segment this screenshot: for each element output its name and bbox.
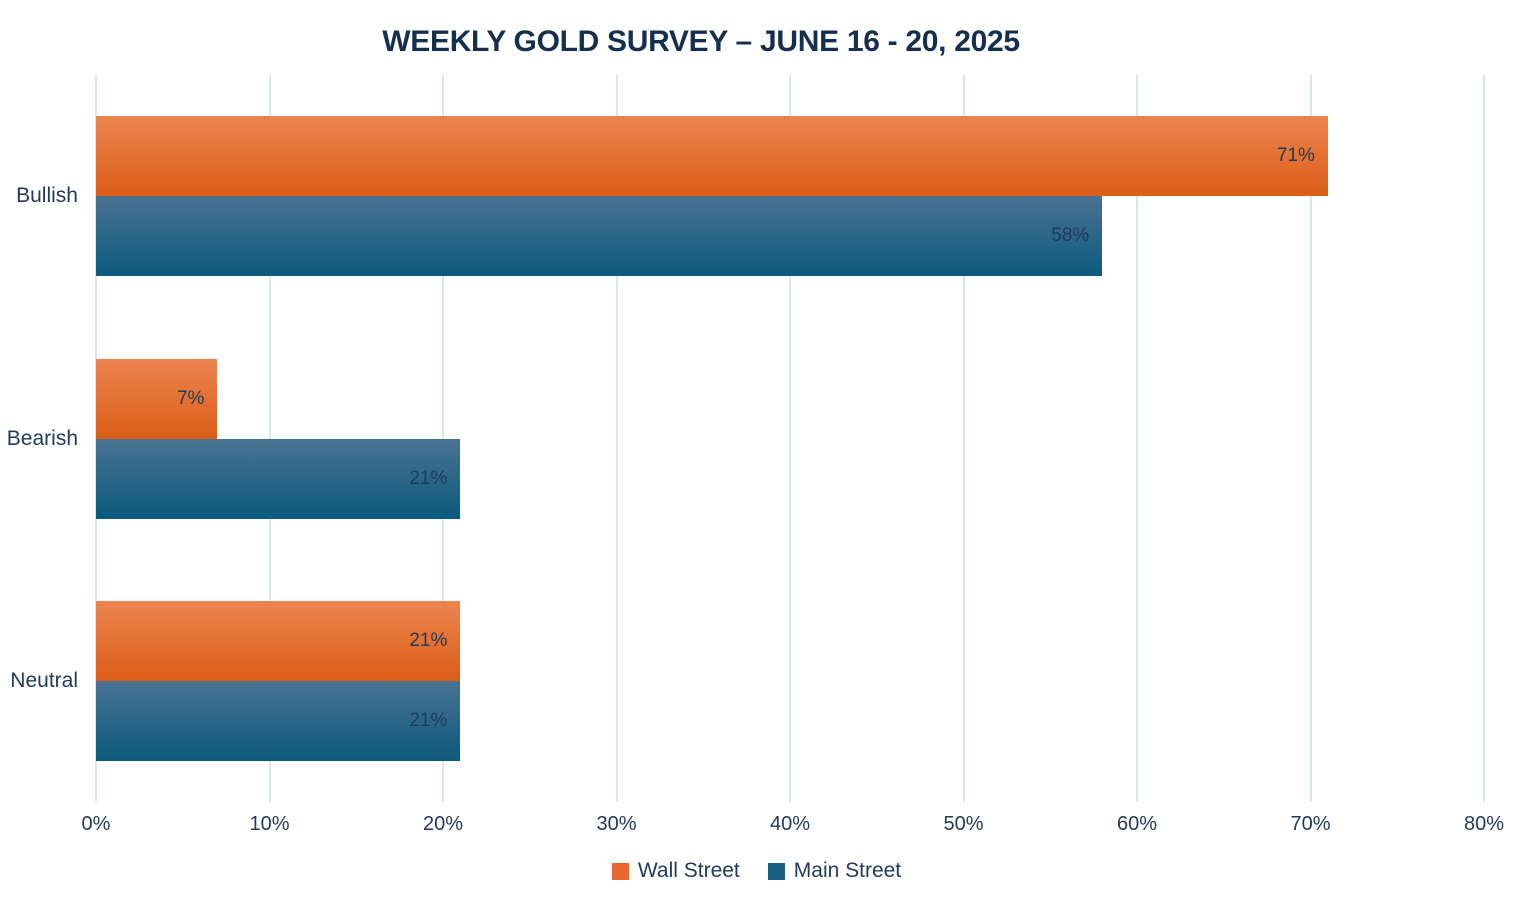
- gridline-40: [789, 75, 791, 802]
- gridline-60: [1136, 75, 1138, 802]
- gridline-50: [962, 75, 965, 802]
- bar-wall-street-neutral: 21%: [96, 600, 461, 681]
- y-axis-label-neutral: Neutral: [10, 668, 78, 692]
- bar-wall-street-bullish: 71%: [96, 116, 1328, 197]
- bar-main-street-bearish: 21%: [96, 438, 461, 519]
- bar-value-label: 21%: [409, 467, 448, 489]
- x-axis-tick-30: 30%: [596, 813, 637, 835]
- x-axis-tick-40: 40%: [769, 813, 811, 835]
- legend-item-wall-street: Wall Street: [611, 859, 740, 883]
- legend-label-wall-street: Wall Street: [637, 859, 740, 882]
- x-axis-tick-80: 80%: [1463, 813, 1505, 835]
- chart-title: WEEKLY GOLD SURVEY – JUNE 16 - 20, 2025: [382, 25, 1020, 58]
- y-axis-label-bullish: Bullish: [16, 184, 78, 208]
- legend: Wall Street Main Street: [0, 859, 1513, 883]
- bar-value-label: 21%: [409, 629, 448, 651]
- legend-label-main-street: Main Street: [793, 859, 902, 882]
- legend-color-swatch-wall-street: [611, 862, 629, 880]
- y-axis-label-bearish: Bearish: [6, 426, 78, 450]
- bar-main-street-bullish: 58%: [96, 196, 1103, 277]
- bar-value-label: 7%: [176, 387, 205, 409]
- bar-value-label: 21%: [409, 709, 448, 731]
- bar-value-label: 71%: [1276, 145, 1315, 167]
- x-axis-tick-20: 20%: [422, 813, 464, 835]
- x-axis-tick-0: 0%: [81, 813, 111, 835]
- plot-area: 71% 58% 7% 21% 21% 21%: [95, 75, 1485, 802]
- gridline-30: [615, 75, 618, 802]
- x-axis-tick-70: 70%: [1290, 813, 1331, 835]
- bar-wall-street-bearish: 7%: [96, 358, 218, 439]
- bar-main-street-neutral: 21%: [96, 680, 461, 761]
- x-axis-tick-10: 10%: [249, 813, 290, 835]
- gridline-80: [1483, 75, 1485, 802]
- gridline-70: [1309, 75, 1312, 802]
- x-axis-tick-50: 50%: [943, 813, 984, 835]
- legend-color-swatch-main-street: [767, 862, 785, 880]
- legend-item-main-street: Main Street: [767, 859, 902, 883]
- x-axis-tick-60: 60%: [1116, 813, 1158, 835]
- bar-value-label: 58%: [1051, 225, 1090, 247]
